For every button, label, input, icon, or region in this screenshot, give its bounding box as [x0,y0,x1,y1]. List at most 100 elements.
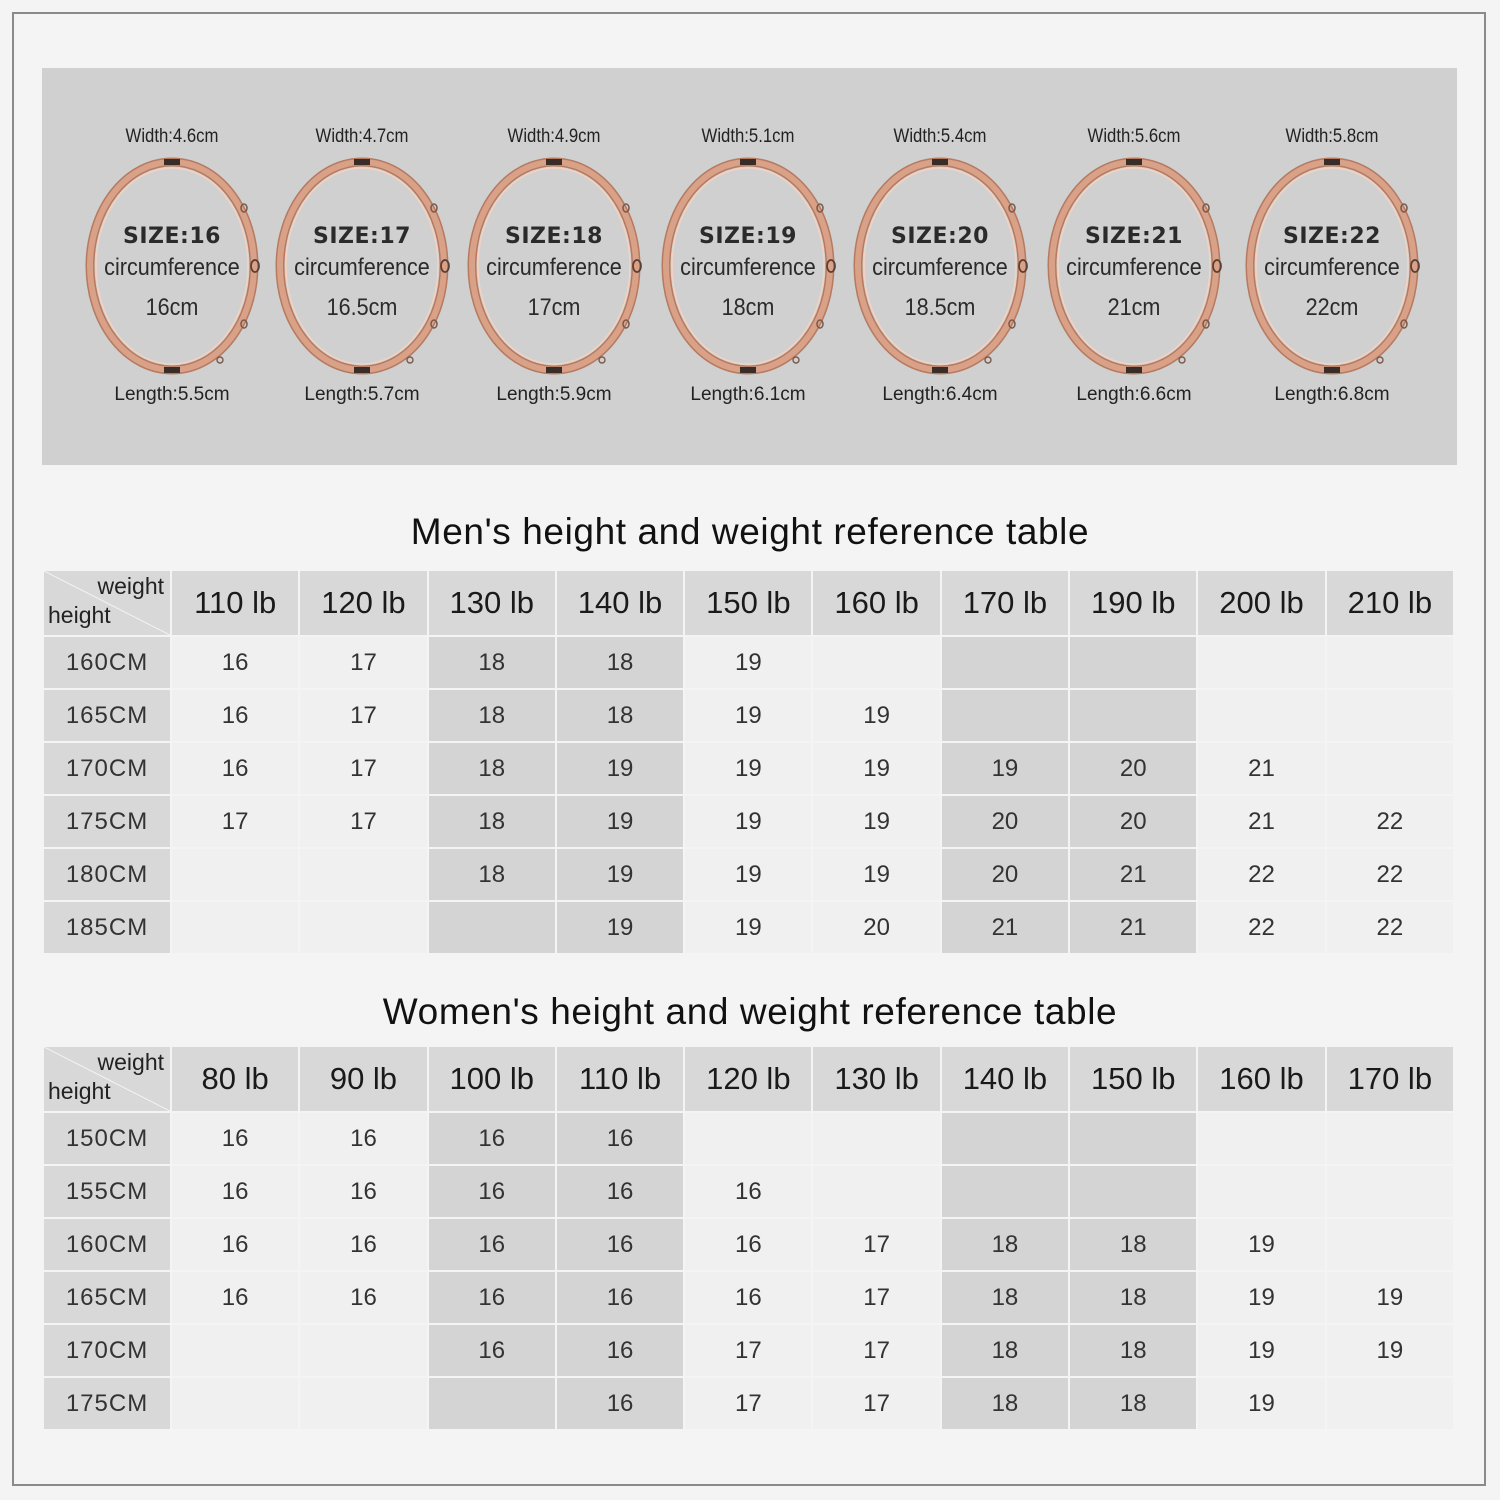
bangle-circumference-value: 22cm [1305,294,1359,321]
bangle-circumference-label: circumference [872,254,1008,281]
weight-column-header: 200 lb [1198,571,1325,635]
size-cell [1326,1378,1453,1429]
size-cell: 17 [300,796,427,847]
size-cell [941,637,1069,688]
weight-column-header: 140 lb [941,1047,1069,1111]
corner-height-label: height [48,602,111,628]
size-cell: 18 [941,1325,1069,1376]
size-cell [941,690,1069,741]
size-cell: 19 [813,849,940,900]
women-table-title: Women's height and weight reference tabl… [382,991,1118,1032]
bangle-length-label: Length:5.5cm [114,384,230,405]
size-cell [300,1325,427,1376]
table-row: 175CM 17 17 18 19 19 19 20 20 21 22 [44,796,1453,847]
size-cell [1326,1113,1453,1164]
size-cell: 19 [685,637,812,688]
size-cell: 16 [556,1378,684,1429]
size-cell: 18 [1070,1378,1197,1429]
size-cell [428,902,555,953]
size-cell [1326,1166,1453,1217]
weight-column-header: 140 lb [556,571,684,635]
height-row-header: 160CM [44,1219,170,1270]
weight-column-header: 130 lb [428,571,555,635]
size-cell [172,849,299,900]
bangle-sizes-panel: Width:4.6cm SIZE:16 circumference 16cm L… [42,68,1457,465]
size-cell: 17 [300,637,427,688]
size-cell [1070,690,1197,741]
size-cell [428,1378,555,1429]
size-cell: 20 [941,849,1069,900]
size-cell: 17 [813,1219,940,1270]
weight-column-header: 170 lb [1326,1047,1453,1111]
size-cell: 19 [1198,1219,1325,1270]
bangle-width-label: Width:4.9cm [507,126,601,147]
size-cell: 16 [556,1325,684,1376]
bangle-size-card: Width:5.8cm SIZE:22 circumference 22cm L… [1242,68,1422,465]
table-row: 165CM 16 17 18 18 19 19 [44,690,1453,741]
size-cell: 16 [685,1166,812,1217]
weight-column-header: 80 lb [172,1047,299,1111]
weight-column-header: 120 lb [300,571,427,635]
size-cell [1326,690,1453,741]
size-cell [300,902,427,953]
size-cell: 16 [172,690,299,741]
size-cell: 17 [300,690,427,741]
page-frame [12,12,1486,1486]
bangle-width-label: Width:4.7cm [315,126,409,147]
size-cell [1198,637,1325,688]
weight-column-header: 110 lb [172,571,299,635]
size-cell [1198,1113,1325,1164]
size-cell: 19 [556,849,684,900]
size-cell [685,1113,812,1164]
size-cell: 19 [813,690,940,741]
size-cell [172,1325,299,1376]
corner-height-label: height [48,1078,111,1104]
size-cell: 19 [1198,1378,1325,1429]
bangle-circumference-label: circumference [1066,254,1202,281]
size-cell [813,1113,940,1164]
height-row-header: 155CM [44,1166,170,1217]
size-cell [813,1166,940,1217]
table-row: 170CM 16 17 18 19 19 19 19 20 21 [44,743,1453,794]
size-cell: 22 [1326,902,1453,953]
size-cell: 18 [1070,1272,1197,1323]
bangle-size-card: Width:4.6cm SIZE:16 circumference 16cm L… [82,68,262,465]
size-cell: 17 [813,1325,940,1376]
size-cell [1070,1113,1197,1164]
bangle-size-card: Width:5.6cm SIZE:21 circumference 21cm L… [1044,68,1224,465]
bangle-length-label: Length:5.7cm [304,384,420,405]
size-cell [300,849,427,900]
size-cell: 18 [428,743,555,794]
bangle-length-label: Length:6.6cm [1076,384,1192,405]
bangle-size-label: SIZE:17 [313,224,411,249]
size-cell: 22 [1326,849,1453,900]
bangle-circumference-value: 17cm [527,294,581,321]
bangle-width-label: Width:5.1cm [701,126,795,147]
size-cell: 16 [172,637,299,688]
bangle-circumference-value: 18.5cm [904,294,976,321]
size-cell: 16 [300,1166,427,1217]
height-row-header: 170CM [44,1325,170,1376]
table-header-row: weight height 110 lb 120 lb 130 lb 140 lb 15… [44,571,1453,635]
size-cell: 16 [172,1166,299,1217]
table-row: 180CM 18 19 19 19 20 21 22 22 [44,849,1453,900]
bangle-circumference-label: circumference [104,254,240,281]
weight-column-header: 150 lb [1070,1047,1197,1111]
table-corner-cell: weight height [44,571,170,635]
size-cell: 17 [300,743,427,794]
size-cell [941,1113,1069,1164]
corner-weight-label: weight [97,1049,164,1075]
size-cell: 22 [1326,796,1453,847]
table-row: 170CM 16 16 17 17 18 18 19 19 [44,1325,1453,1376]
size-cell: 16 [685,1219,812,1270]
height-row-header: 165CM [44,690,170,741]
height-row-header: 160CM [44,637,170,688]
bangle-width-label: Width:5.8cm [1285,126,1379,147]
bangle-size-label: SIZE:18 [505,224,603,249]
size-cell: 19 [685,743,812,794]
bangle-size-label: SIZE:21 [1085,224,1183,249]
bangle-width-label: Width:5.4cm [893,126,987,147]
size-cell: 19 [556,902,684,953]
size-cell [1326,1219,1453,1270]
size-cell: 20 [1070,743,1197,794]
